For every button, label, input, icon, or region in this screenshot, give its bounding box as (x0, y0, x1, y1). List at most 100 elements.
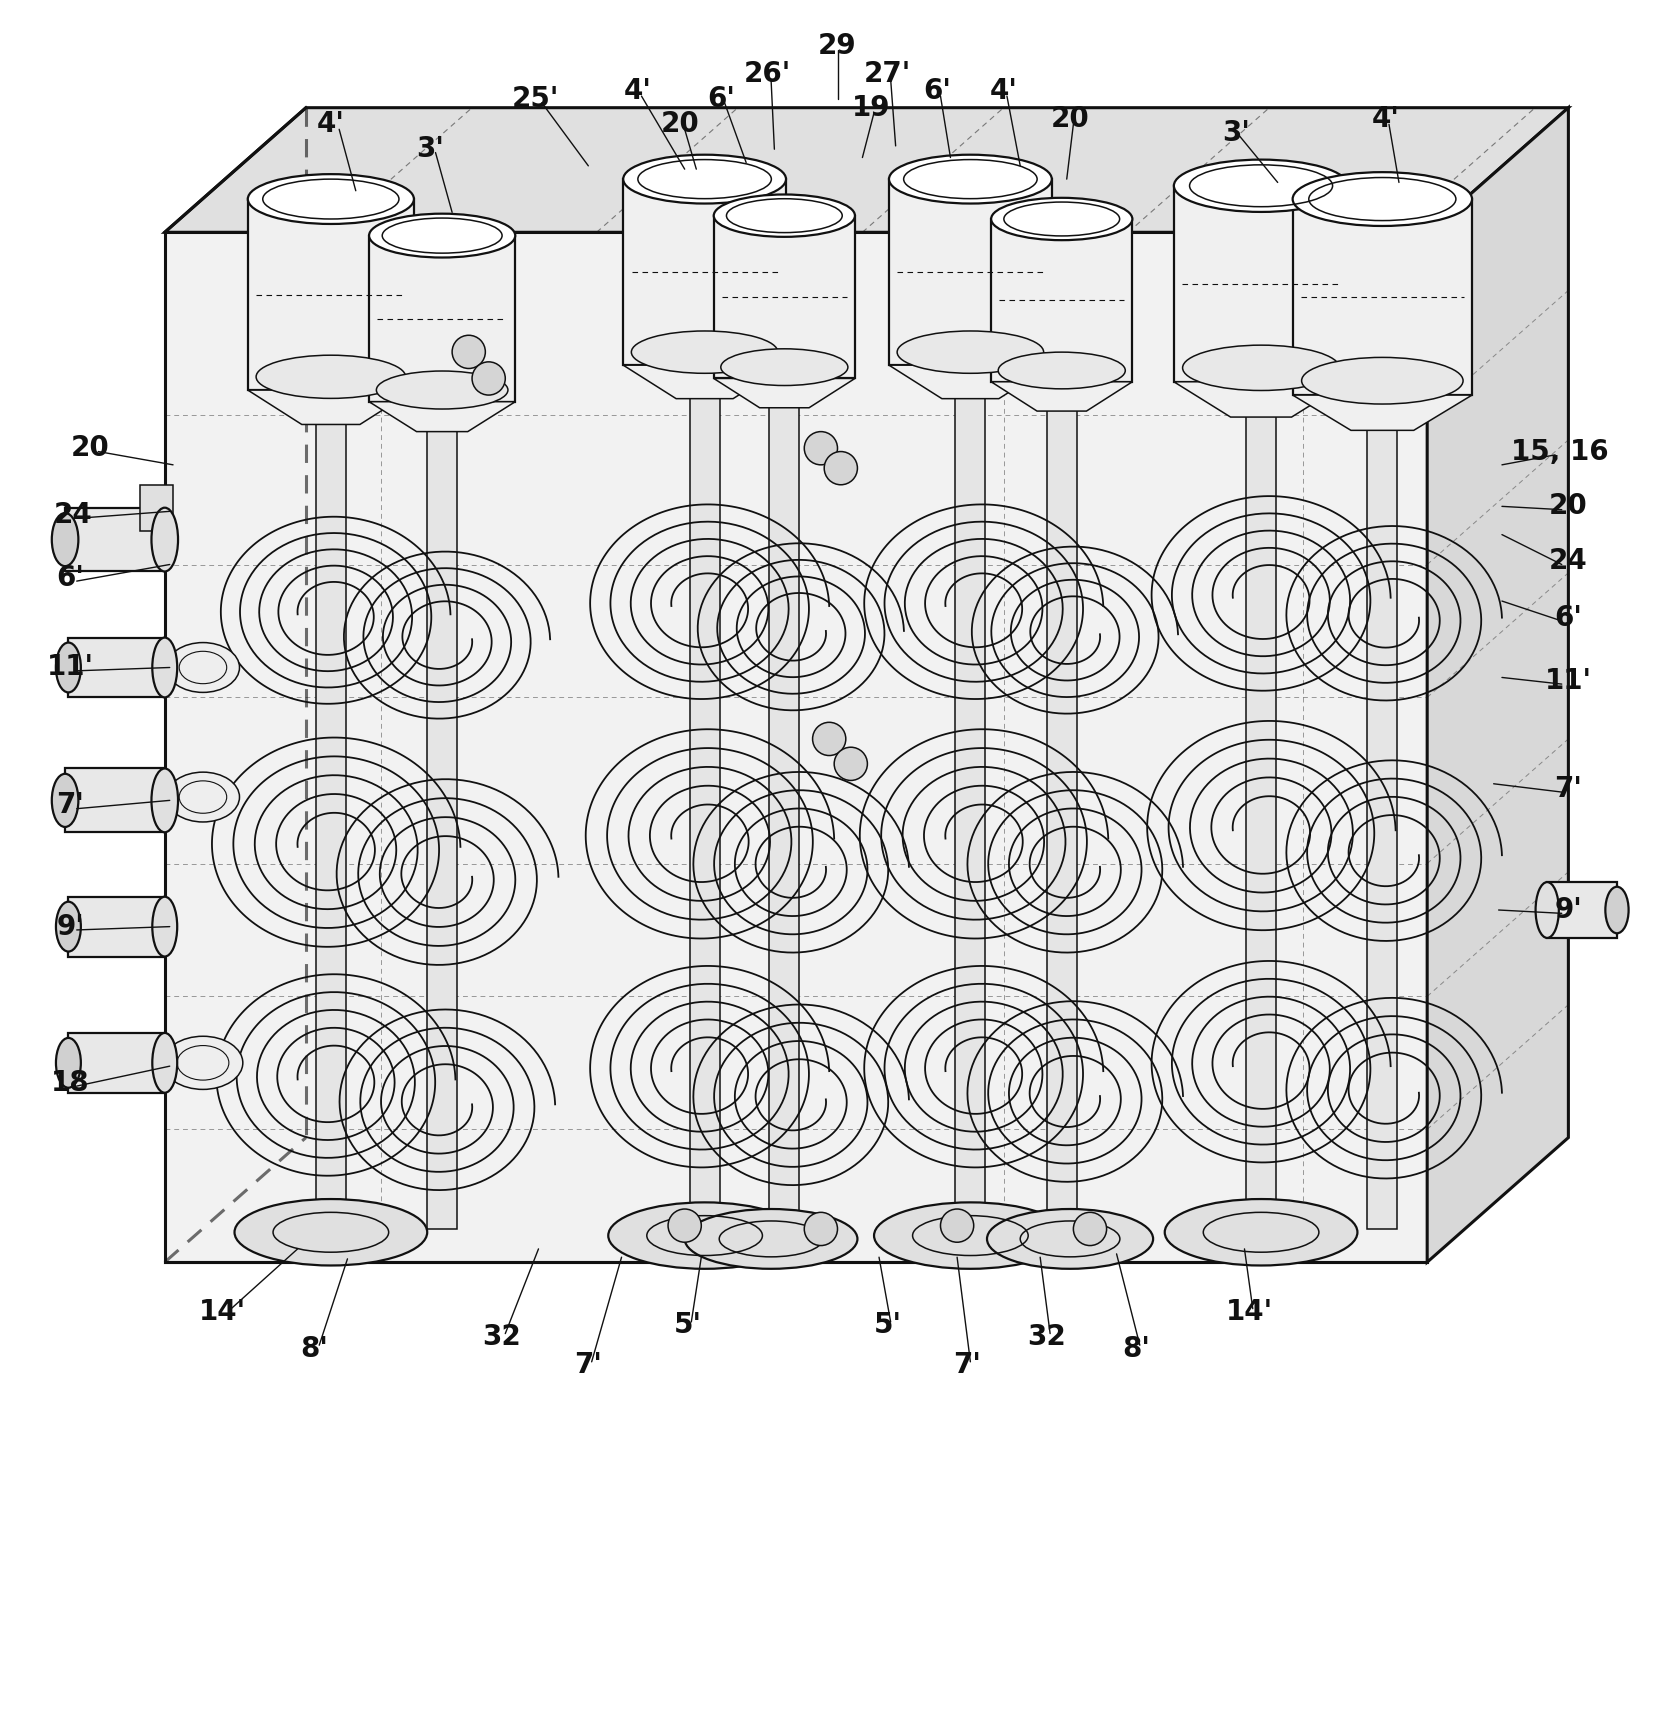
Text: 20: 20 (660, 111, 698, 138)
Text: 18: 18 (50, 1069, 89, 1097)
Circle shape (824, 451, 858, 485)
Ellipse shape (151, 508, 178, 572)
Bar (1174, 187, 1348, 382)
Bar (1293, 199, 1472, 395)
Ellipse shape (151, 769, 178, 832)
Bar (248, 199, 414, 390)
Bar (690, 332, 720, 1230)
Text: 29: 29 (817, 33, 858, 60)
Ellipse shape (55, 642, 80, 693)
Bar (714, 216, 854, 378)
Bar (65, 508, 164, 572)
Bar (317, 332, 345, 1230)
Ellipse shape (631, 332, 777, 373)
Ellipse shape (152, 1033, 178, 1093)
Ellipse shape (1164, 1199, 1357, 1266)
Ellipse shape (235, 1199, 427, 1266)
Ellipse shape (152, 637, 178, 698)
Bar (65, 769, 164, 832)
Ellipse shape (152, 896, 178, 957)
Text: 15, 16: 15, 16 (1511, 437, 1610, 466)
Polygon shape (714, 378, 854, 408)
Text: 4': 4' (990, 78, 1017, 105)
Ellipse shape (368, 214, 516, 257)
Text: 19: 19 (851, 93, 889, 121)
Ellipse shape (166, 642, 240, 693)
Text: 14': 14' (1226, 1299, 1273, 1326)
Text: 24: 24 (1549, 547, 1588, 575)
Ellipse shape (987, 1209, 1152, 1269)
Polygon shape (1293, 395, 1472, 430)
Bar (69, 1033, 164, 1093)
Ellipse shape (898, 332, 1044, 373)
Text: 4': 4' (625, 78, 652, 105)
Text: 5': 5' (673, 1311, 702, 1340)
Ellipse shape (1293, 173, 1472, 226)
Text: 4': 4' (317, 111, 345, 138)
Polygon shape (164, 107, 1568, 231)
Circle shape (668, 1209, 702, 1242)
Ellipse shape (608, 1202, 801, 1269)
Text: 7': 7' (1554, 775, 1583, 803)
Text: 20: 20 (70, 433, 109, 463)
Ellipse shape (1605, 886, 1628, 933)
Text: 6': 6' (57, 563, 84, 592)
Ellipse shape (55, 901, 80, 952)
Circle shape (804, 1212, 838, 1245)
Circle shape (940, 1209, 973, 1242)
Bar (139, 485, 173, 532)
Ellipse shape (166, 772, 240, 822)
Polygon shape (1427, 107, 1568, 1262)
Ellipse shape (52, 774, 79, 827)
Polygon shape (992, 382, 1132, 411)
Bar (427, 332, 457, 1230)
Bar (69, 896, 164, 957)
Text: 6': 6' (923, 78, 951, 105)
Polygon shape (889, 364, 1052, 399)
Text: 8': 8' (300, 1335, 328, 1363)
Circle shape (472, 363, 506, 395)
Text: 9': 9' (1554, 896, 1583, 924)
Text: 7': 7' (57, 791, 84, 819)
Ellipse shape (998, 352, 1126, 389)
Text: 32: 32 (482, 1323, 521, 1351)
Bar (769, 332, 799, 1230)
Circle shape (1074, 1212, 1107, 1245)
Ellipse shape (162, 1036, 243, 1090)
Ellipse shape (256, 356, 405, 399)
Bar (368, 235, 516, 402)
Text: 7': 7' (575, 1351, 603, 1380)
Ellipse shape (720, 349, 848, 385)
Polygon shape (368, 402, 516, 432)
Bar (1047, 332, 1077, 1230)
Text: 20: 20 (1050, 105, 1089, 133)
Circle shape (804, 432, 838, 465)
Circle shape (834, 748, 868, 781)
Ellipse shape (623, 155, 786, 204)
Ellipse shape (714, 195, 854, 237)
Text: 4': 4' (1372, 105, 1400, 133)
Polygon shape (623, 364, 786, 399)
Bar (1548, 882, 1616, 938)
Text: 32: 32 (1027, 1323, 1067, 1351)
Ellipse shape (377, 371, 508, 409)
Text: 7': 7' (953, 1351, 982, 1380)
Ellipse shape (1536, 882, 1559, 938)
Text: 24: 24 (54, 501, 92, 528)
Ellipse shape (889, 155, 1052, 204)
Circle shape (812, 722, 846, 755)
Bar (623, 180, 786, 364)
Ellipse shape (874, 1202, 1067, 1269)
Bar (1246, 332, 1276, 1230)
Bar (992, 219, 1132, 382)
Text: 26': 26' (744, 60, 791, 88)
Ellipse shape (992, 199, 1132, 240)
Polygon shape (248, 390, 414, 425)
Bar (1367, 332, 1397, 1230)
Ellipse shape (52, 513, 79, 566)
Polygon shape (1174, 382, 1348, 416)
Bar (955, 332, 985, 1230)
Text: 27': 27' (864, 60, 911, 88)
Text: 3': 3' (417, 135, 444, 164)
Text: 6': 6' (1554, 604, 1583, 632)
